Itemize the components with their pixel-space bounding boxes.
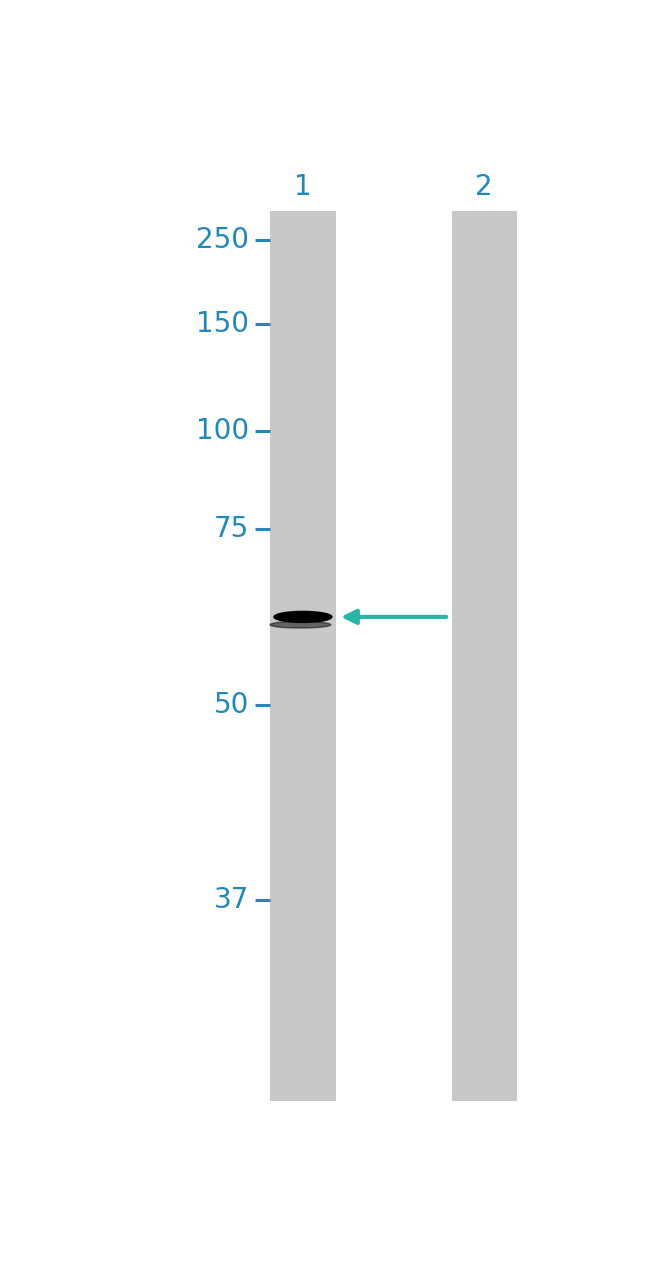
Text: 250: 250 [196,226,249,254]
Ellipse shape [274,611,332,622]
Text: 150: 150 [196,310,249,338]
Text: 37: 37 [214,886,249,914]
Text: 100: 100 [196,417,249,444]
Text: 2: 2 [475,173,493,201]
Bar [270,211,335,1101]
Text: 50: 50 [214,691,249,719]
Text: 1: 1 [294,173,312,201]
Ellipse shape [270,621,331,629]
Bar [452,211,517,1101]
Text: 75: 75 [214,514,249,542]
